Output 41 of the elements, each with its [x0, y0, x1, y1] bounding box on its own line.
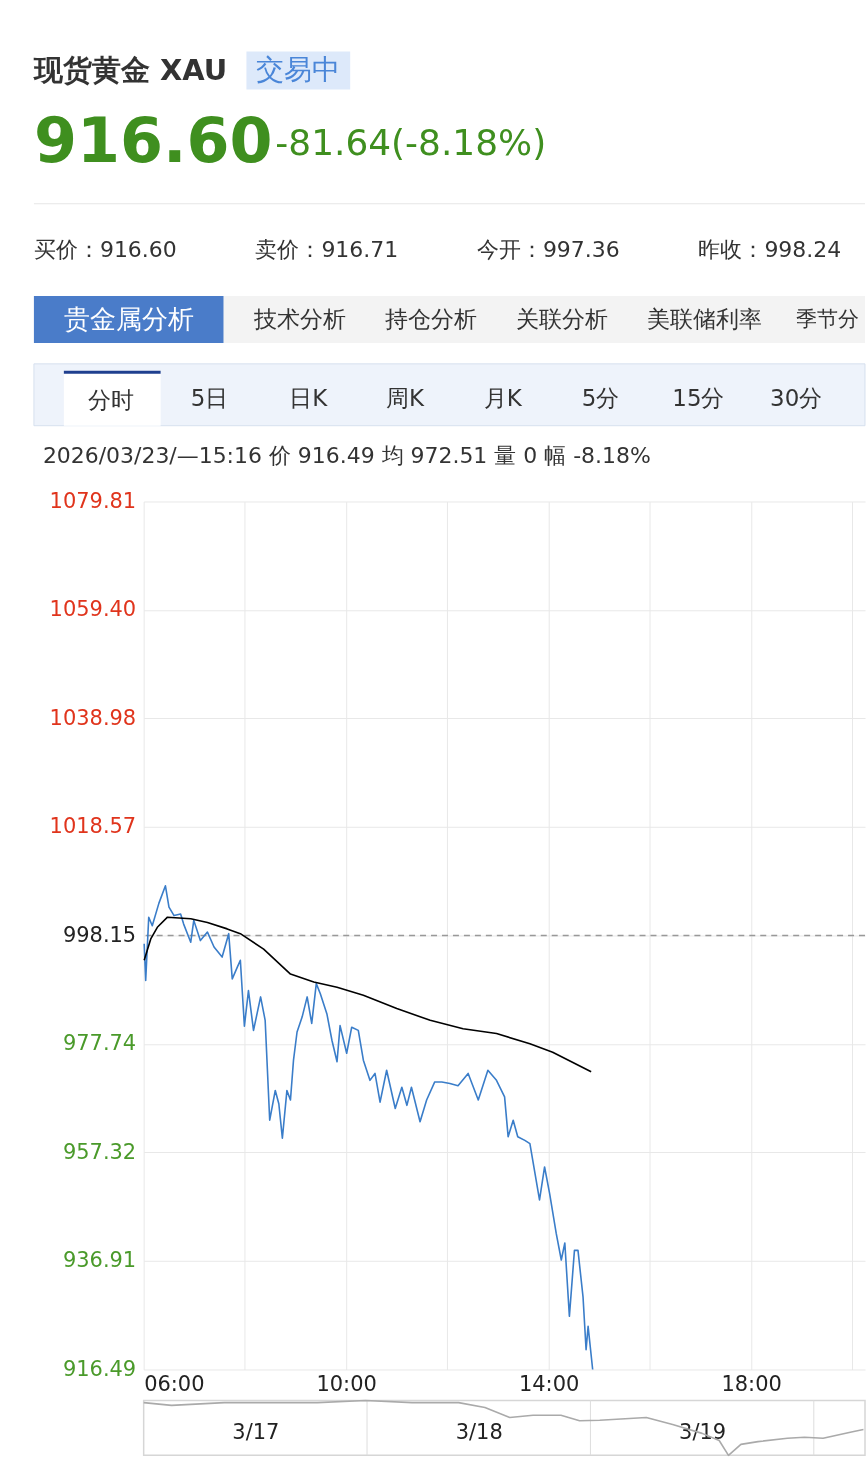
text: 现货黄金 XAU: [32, 52, 228, 87]
text: 持仓分析: [385, 305, 477, 332]
text: 30分: [770, 384, 823, 411]
text: 季节分: [796, 306, 860, 331]
text: 月K: [483, 384, 523, 411]
y-tick-label: 1059.40: [49, 597, 137, 622]
y-tick-label: 977.74: [62, 1031, 137, 1056]
y-tick-label: 1018.57: [49, 814, 137, 839]
y-tick-label: 998.15: [62, 923, 137, 948]
x-tick-label: 3/18: [455, 1419, 503, 1444]
text: 技术分析: [253, 305, 347, 332]
y-tick-label: 957.32: [62, 1140, 137, 1165]
text: 买价：916.60: [33, 237, 177, 263]
text: 2026/03/23/—15:16 价 916.49 均 972.51 量 0 幅 -8.18%: [42, 442, 651, 468]
text: -81.64(-8.18%): [275, 122, 547, 164]
text: 分时: [87, 386, 134, 413]
y-tick-label: 1079.81: [49, 489, 137, 514]
line-series: [143, 885, 594, 1371]
text: 贵金属分析: [63, 303, 194, 334]
line-series: [143, 916, 592, 1073]
x-tick-label: 06:00: [144, 1371, 205, 1396]
text: 今开：997.36: [476, 237, 620, 263]
y-tick-label: 1038.98: [49, 706, 137, 731]
text: 美联储利率: [646, 305, 762, 332]
text: 916.60: [33, 105, 273, 178]
text: 15分: [672, 384, 725, 411]
y-tick-label: 936.91: [62, 1248, 137, 1273]
x-tick-label: 18:00: [721, 1371, 782, 1396]
text: 昨收：998.24: [698, 237, 842, 263]
text: 日K: [289, 384, 329, 411]
text: 关联分析: [515, 305, 608, 332]
x-tick-label: 3/19: [679, 1419, 727, 1444]
y-tick-label: 916.49: [62, 1357, 137, 1382]
text: 卖价：916.71: [255, 237, 399, 263]
text: 5分: [581, 384, 620, 411]
x-tick-label: 14:00: [518, 1371, 580, 1396]
text: 交易中: [256, 52, 341, 86]
x-tick-label: 3/17: [232, 1419, 280, 1444]
text: 5日: [190, 384, 229, 411]
x-tick-label: 10:00: [316, 1371, 377, 1396]
text: 周K: [386, 384, 426, 411]
